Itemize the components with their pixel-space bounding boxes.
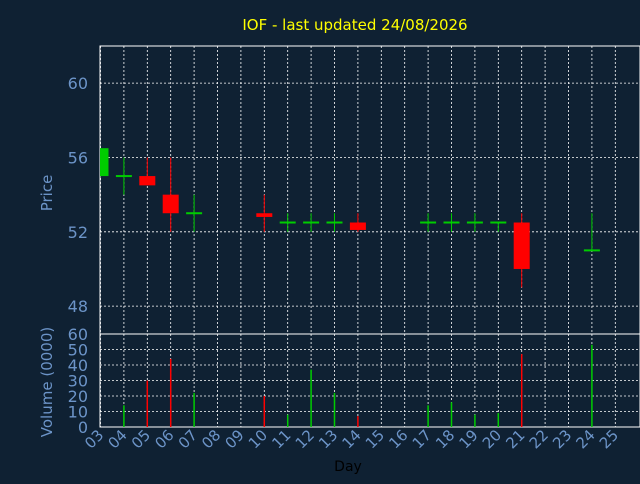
x-tick-label: 16 [385, 426, 411, 452]
volume-axis-label: Volume (0000) [38, 327, 56, 437]
x-tick-label: 15 [362, 426, 388, 452]
candle-body [466, 221, 483, 224]
volume-tick-label: 30 [68, 372, 88, 391]
x-tick-label: 10 [245, 426, 271, 452]
candle-body [303, 221, 320, 224]
x-tick-label: 12 [292, 426, 318, 452]
x-tick-label: 14 [338, 426, 364, 452]
candle-body [279, 221, 296, 224]
candle-body [513, 222, 530, 269]
x-tick-label: 05 [128, 426, 154, 452]
candle-body [443, 221, 460, 224]
volume-tick-label: 50 [68, 341, 88, 360]
x-tick-label: 04 [104, 426, 130, 452]
x-tick-label: 08 [198, 426, 224, 452]
candle-body [490, 221, 507, 224]
x-tick-label: 13 [315, 426, 341, 452]
candle-body [349, 222, 366, 230]
x-tick-label: 20 [479, 426, 505, 452]
price-axis-label: Price [38, 175, 56, 212]
volume-tick-label: 20 [68, 387, 88, 406]
x-tick-label: 17 [409, 426, 435, 452]
x-tick-label: 21 [502, 426, 528, 452]
price-tick-label: 48 [68, 297, 88, 316]
candle-body [256, 213, 273, 217]
x-tick-label: 09 [221, 426, 247, 452]
candle-body [115, 175, 132, 178]
candle-body [326, 221, 343, 224]
x-tick-label: 23 [549, 426, 575, 452]
volume-tick-label: 10 [68, 403, 88, 422]
x-tick-label: 11 [268, 426, 294, 452]
x-tick-label: 07 [175, 426, 201, 452]
volume-tick-label: 60 [68, 325, 88, 344]
price-panel: 48 52 56 60 [68, 45, 640, 335]
price-plot-frame [99, 45, 640, 335]
candle-body [162, 194, 179, 214]
candle-body [186, 212, 203, 215]
price-tick-label: 56 [68, 148, 88, 167]
price-tick-label: 52 [68, 223, 88, 242]
x-tick-label: 18 [432, 426, 458, 452]
candle-body [420, 221, 437, 224]
chart-title: IOF - last updated 24/08/2026 [242, 16, 467, 34]
price-tick-label: 60 [68, 74, 88, 93]
x-tick-label: 24 [572, 426, 598, 452]
x-tick-label: 06 [151, 426, 177, 452]
candle-body [100, 148, 109, 177]
volume-tick-label: 0 [78, 418, 88, 437]
x-tick-label: 25 [596, 426, 622, 452]
x-tick-labels: 0304050607080910111213141516171819202122… [81, 426, 622, 452]
x-tick-label: 19 [455, 426, 481, 452]
candle-body [139, 176, 156, 186]
candle-body [583, 249, 600, 252]
x-axis-label: Day [334, 459, 362, 475]
volume-tick-label: 40 [68, 356, 88, 375]
x-tick-label: 22 [526, 426, 552, 452]
